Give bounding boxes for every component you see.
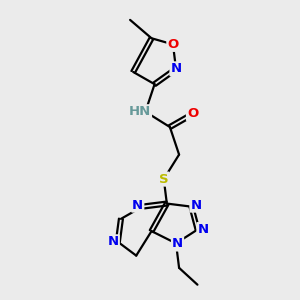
Text: N: N bbox=[132, 199, 143, 212]
Text: N: N bbox=[172, 238, 183, 250]
Text: HN: HN bbox=[129, 105, 151, 118]
Text: S: S bbox=[159, 172, 169, 186]
Text: O: O bbox=[187, 107, 198, 120]
Text: O: O bbox=[167, 38, 178, 51]
Text: N: N bbox=[108, 235, 119, 248]
Text: N: N bbox=[170, 62, 182, 75]
Text: N: N bbox=[190, 199, 202, 212]
Text: N: N bbox=[197, 223, 208, 236]
